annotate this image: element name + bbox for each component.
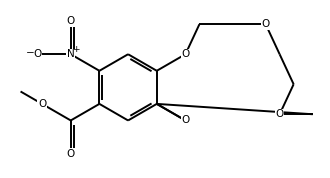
Text: +: + xyxy=(72,45,79,54)
Text: N: N xyxy=(67,49,75,59)
Text: O: O xyxy=(181,49,189,59)
Text: O: O xyxy=(276,109,284,119)
Text: O: O xyxy=(261,19,270,29)
Text: O: O xyxy=(34,49,42,59)
Text: −: − xyxy=(26,48,35,57)
Text: O: O xyxy=(38,99,46,109)
Text: O: O xyxy=(67,149,75,159)
Text: O: O xyxy=(181,116,189,125)
Text: O: O xyxy=(67,16,75,26)
